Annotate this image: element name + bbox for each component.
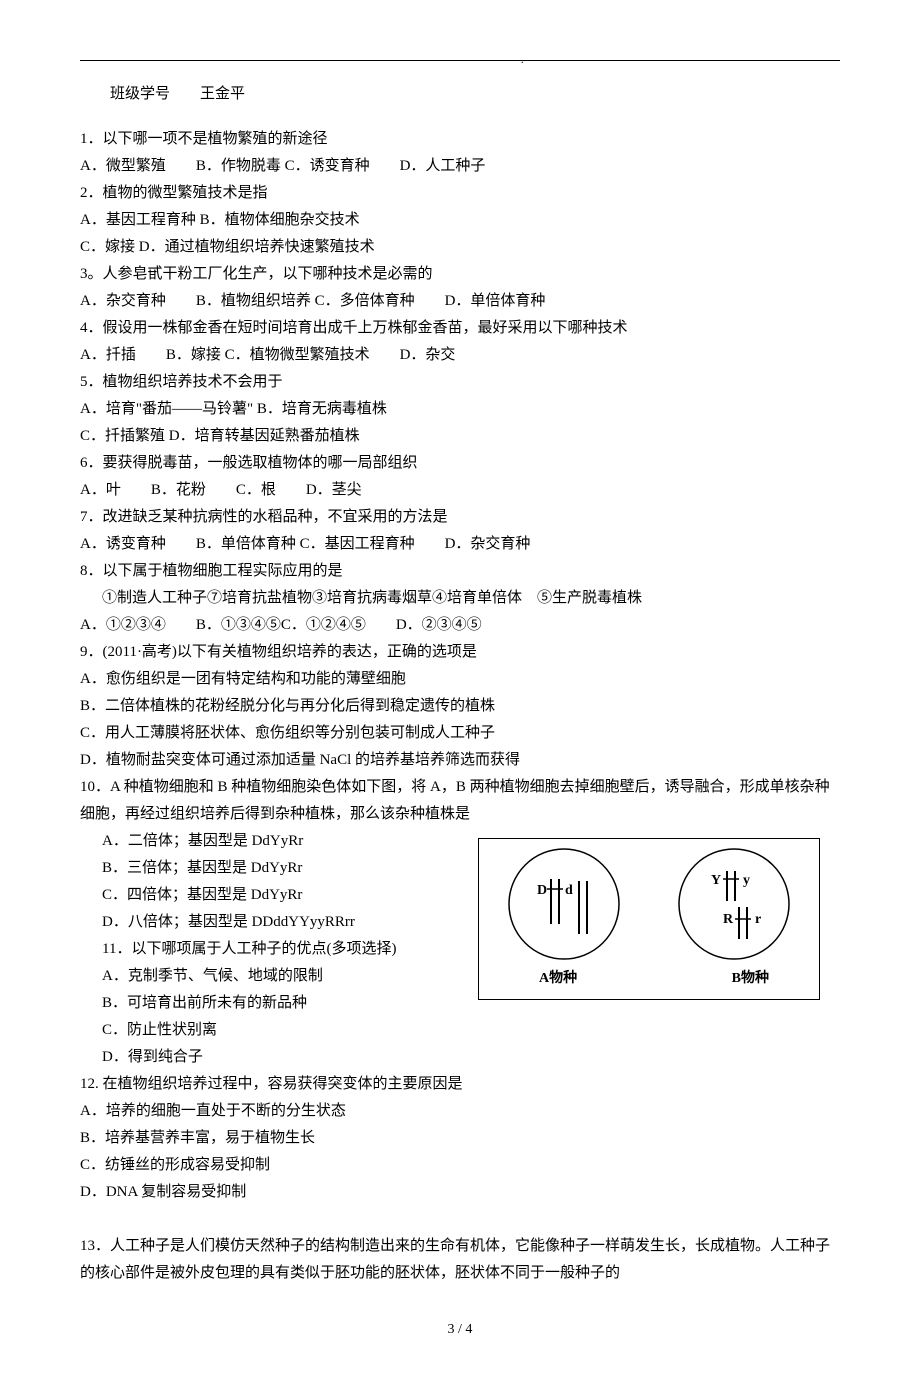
label-d: d [565,883,573,898]
q6-opts: A．叶 B．花粉 C．根 D．茎尖 [80,477,840,504]
q6-stem: 6．要获得脱毒苗，一般选取植物体的哪一局部组织 [80,450,840,477]
q2-optC: C．嫁接 D．通过植物组织培养快速繁殖技术 [80,234,840,261]
q2-optA: A．基因工程育种 B．植物体细胞杂交技术 [80,207,840,234]
q5-optA: A．培育"番茄——马铃薯" B．培育无病毒植株 [80,396,840,423]
q7-opts: A．诱变育种 B．单倍体育种 C．基因工程育种 D．杂交育种 [80,531,840,558]
student-name: 王金平 [200,86,245,102]
top-border [80,60,840,61]
q10-optD: D．八倍体；基因型是 DDddYYyyRRrr [102,909,498,936]
q9-optD: D．植物耐盐突变体可通过添加适量 NaCl 的培养基培养筛选而获得 [80,747,840,774]
q7-stem: 7．改进缺乏某种抗病性的水稻品种，不宜采用的方法是 [80,504,840,531]
q4-stem: 4．假设用一株郁金香在短时间培育出成千上万株郁金香苗，最好采用以下哪种技术 [80,315,840,342]
q2-stem: 2．植物的微型繁殖技术是指 [80,180,840,207]
q12-stem: 12. 在植物组织培养过程中，容易获得突变体的主要原因是 [80,1071,840,1098]
q12-optB: B．培养基营养丰富，易于植物生长 [80,1125,840,1152]
label-Y: Y [711,873,721,888]
q11-optD: D．得到纯合子 [102,1044,840,1071]
header: 班级学号 王金平 [110,81,840,108]
q8-opts: A．①②③④ B．①③④⑤C．①②④⑤ D．②③④⑤ [80,612,840,639]
q11-optA: A．克制季节、气候、地域的限制 [102,963,498,990]
q12-optD: D．DNA 复制容易受抑制 [80,1179,840,1206]
label-r: r [755,912,761,927]
label-y: y [743,873,750,888]
q11-stem: 11．以下哪项属于人工种子的优点(多项选择) [102,936,498,963]
class-label: 班级学号 [110,86,170,102]
q8-stem: 8．以下属于植物细胞工程实际应用的是 [80,558,840,585]
q12-optC: C．纺锤丝的形成容易受抑制 [80,1152,840,1179]
q9-stem: 9．(2011·高考)以下有关植物组织培养的表达，正确的选项是 [80,639,840,666]
label-D: D [537,883,547,898]
q1-opts: A．微型繁殖 B．作物脱毒 C．诱变育种 D．人工种子 [80,153,840,180]
q11-optC: C．防止性状别离 [102,1017,840,1044]
q10-optA: A．二倍体；基因型是 DdYyRr [102,828,498,855]
q13-stem: 13．人工种子是人们模仿天然种子的结构制造出来的生命有机体，它能像种子一样萌发生… [80,1233,840,1287]
page-footer: 3 / 4 [80,1317,840,1342]
q4-opts: A．扦插 B．嫁接 C．植物微型繁殖技术 D．杂交 [80,342,840,369]
chromosome-diagram: D d Y y R r A物种 B物种 [478,838,820,1000]
diagram-label-a: A物种 [539,966,577,991]
label-R: R [723,912,734,927]
q9-optB: B．二倍体植株的花粉经脱分化与再分化后得到稳定遗传的植株 [80,693,840,720]
q12-optA: A．培养的细胞一直处于不断的分生状态 [80,1098,840,1125]
q10-stem: 10．A 种植物细胞和 B 种植物细胞染色体如下图，将 A，B 两种植物细胞去掉… [80,774,840,828]
diagram-label-b: B物种 [732,966,769,991]
q5-stem: 5．植物组织培养技术不会用于 [80,369,840,396]
q1-stem: 1．以下哪一项不是植物繁殖的新途径 [80,126,840,153]
q10-optB: B．三倍体；基因型是 DdYyRr [102,855,498,882]
q3-opts: A．杂交育种 B．植物组织培养 C．多倍体育种 D．单倍体育种 [80,288,840,315]
q9-optC: C．用人工薄膜将胚状体、愈伤组织等分别包装可制成人工种子 [80,720,840,747]
q9-optA: A．愈伤组织是一团有特定结构和功能的薄壁细胞 [80,666,840,693]
q10-block: A．二倍体；基因型是 DdYyRr B．三倍体；基因型是 DdYyRr C．四倍… [80,828,840,990]
q5-optC: C．扦插繁殖 D．培育转基因延熟番茄植株 [80,423,840,450]
q10-optC: C．四倍体；基因型是 DdYyRr [102,882,498,909]
q8-sub: ①制造人工种子⑦培育抗盐植物③培育抗病毒烟草④培育单倍体 ⑤生产脱毒植株 [102,585,840,612]
q3-stem: 3。人参皂甙干粉工厂化生产，以下哪种技术是必需的 [80,261,840,288]
